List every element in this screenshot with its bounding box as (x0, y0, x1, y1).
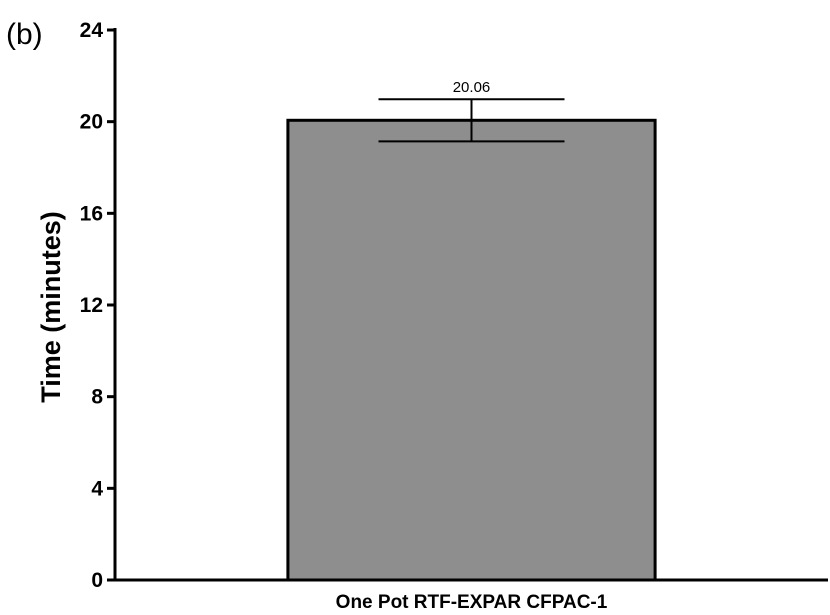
bar (286, 118, 657, 582)
y-tick-label: 0 (91, 569, 103, 592)
x-labels-group: One Pot RTF-EXPAR CFPAC-1 (336, 592, 608, 613)
data-labels-group: 20.06 (453, 79, 491, 96)
y-tick-label: 24 (80, 19, 104, 42)
panel-label: (b) (6, 18, 43, 51)
y-tick-label: 8 (91, 386, 103, 409)
y-axis-title: Time (minutes) (36, 211, 66, 403)
x-category-label: One Pot RTF-EXPAR CFPAC-1 (336, 592, 608, 613)
data-label: 20.06 (453, 79, 491, 96)
y-tick-label: 4 (91, 477, 103, 500)
y-ticks-group: 0 4 8 12 16 20 24 (80, 19, 115, 592)
y-tick-label: 20 (80, 111, 103, 134)
y-tick-label: 12 (80, 294, 103, 317)
error-bars-group (378, 98, 565, 143)
bars-group (286, 118, 657, 582)
y-tick-label: 16 (80, 202, 103, 225)
